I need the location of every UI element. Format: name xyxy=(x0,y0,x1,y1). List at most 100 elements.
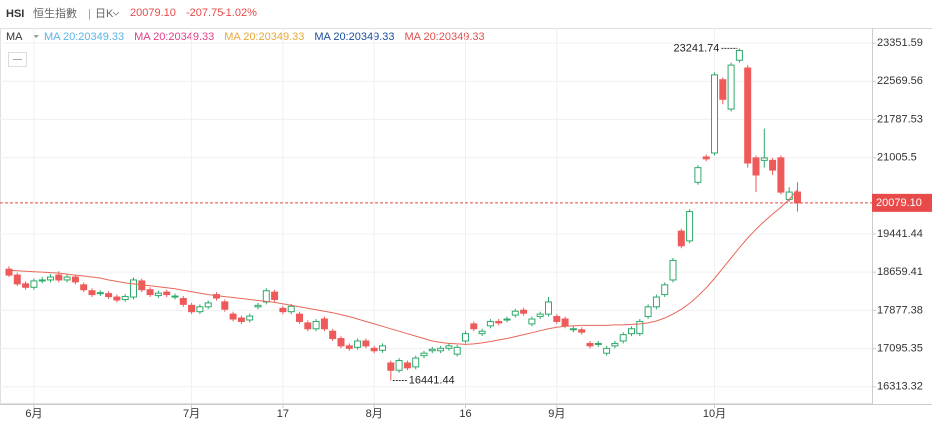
legend-title[interactable]: MA xyxy=(6,31,23,43)
candle-body xyxy=(628,328,635,335)
candle-body xyxy=(636,320,644,335)
candle-body xyxy=(545,301,552,315)
separator: | xyxy=(88,8,91,20)
candle-body xyxy=(121,296,129,300)
legend-entry: MA 20:20349.33 xyxy=(314,31,394,43)
candle-body xyxy=(38,279,46,282)
candle-body xyxy=(528,318,536,325)
candle-body xyxy=(362,340,370,347)
candle-body xyxy=(495,320,503,324)
ma-line xyxy=(8,189,798,345)
candle-body xyxy=(22,283,30,288)
period-dropdown[interactable] xyxy=(112,11,120,16)
candle-body xyxy=(520,309,528,314)
candle-body xyxy=(387,362,395,371)
candle-body xyxy=(237,317,245,322)
candle-body xyxy=(196,306,204,313)
candle-body xyxy=(702,156,710,160)
legend-entry: MA 20:20349.33 xyxy=(44,31,124,43)
candle-body xyxy=(569,328,577,331)
candle-body xyxy=(320,318,328,330)
candle-body xyxy=(354,340,362,348)
candle-body xyxy=(719,79,727,100)
candle-body xyxy=(785,191,793,200)
candle-body xyxy=(478,330,486,335)
candle-body xyxy=(55,274,63,281)
candle-body xyxy=(462,333,469,342)
period[interactable]: 日K xyxy=(95,8,114,20)
y-tick-label: 22569.56 xyxy=(877,75,923,87)
y-tick-label: 21787.53 xyxy=(877,113,923,125)
candle-body xyxy=(279,307,287,313)
candle-body xyxy=(287,305,295,313)
header-bar xyxy=(0,0,932,28)
candle-body xyxy=(262,290,270,303)
current-price-label: 20079.10 xyxy=(876,197,922,209)
candle-body xyxy=(586,342,594,347)
candle-body xyxy=(611,342,619,347)
candle-body xyxy=(503,318,511,321)
candle-body xyxy=(379,345,386,351)
y-tick-label: 18659.41 xyxy=(877,266,923,278)
candle-body xyxy=(71,276,79,283)
candle-body xyxy=(345,345,353,349)
candle-body xyxy=(769,159,777,171)
candle-body xyxy=(204,302,212,308)
candle-body xyxy=(296,313,303,322)
candle-body xyxy=(578,329,586,333)
legend-entry: MA 20:20349.33 xyxy=(134,31,214,43)
candle-body xyxy=(661,284,669,296)
candle-body xyxy=(677,230,685,247)
candle-body xyxy=(777,157,785,193)
candle-body xyxy=(130,279,137,298)
candle-body xyxy=(744,67,752,164)
candle-body xyxy=(428,348,436,352)
candle-body xyxy=(271,291,279,300)
candle-body xyxy=(5,268,13,276)
legend-entry: MA 20:20349.33 xyxy=(405,31,485,43)
candle-body xyxy=(403,362,411,369)
x-tick-label: 17 xyxy=(277,408,289,420)
candle-body xyxy=(304,322,312,330)
quote-price: 20079.10 xyxy=(130,7,176,19)
candle-body xyxy=(63,276,71,281)
x-tick-label: 6月 xyxy=(25,408,42,420)
legend-dropdown[interactable] xyxy=(33,35,39,38)
candle-body xyxy=(711,74,718,154)
candle-body xyxy=(686,211,694,242)
quote-change-pct: -1.02% xyxy=(222,7,257,19)
candle-body xyxy=(437,347,445,352)
candle-body xyxy=(794,191,801,204)
annotation-label: 23241.74 xyxy=(674,42,720,54)
candle-body xyxy=(553,316,561,322)
legend-entry: MA 20:20349.33 xyxy=(224,31,304,43)
candle-body xyxy=(163,291,171,296)
x-tick-label: 8月 xyxy=(366,408,383,420)
candle-body xyxy=(47,276,54,281)
candle-body xyxy=(669,259,677,281)
candle-body xyxy=(221,301,229,310)
current-price-box xyxy=(872,193,932,212)
candle-body xyxy=(561,318,569,327)
candle-body xyxy=(96,292,104,295)
candle-body xyxy=(80,284,88,291)
y-tick-label: 21005.5 xyxy=(877,152,917,164)
x-tick-label: 16 xyxy=(459,408,471,420)
symbol[interactable]: HSI xyxy=(6,8,24,20)
candle-body xyxy=(486,320,494,327)
candle-body xyxy=(395,360,403,371)
candle-body xyxy=(312,320,320,330)
candle-body xyxy=(229,313,237,320)
candle-body xyxy=(88,290,96,296)
y-tick-label: 17095.35 xyxy=(877,342,923,354)
index-name[interactable]: 恒生指數 xyxy=(33,6,77,20)
candle-body xyxy=(445,345,453,349)
candle-body xyxy=(760,157,768,161)
candle-body xyxy=(727,64,735,110)
candle-body xyxy=(412,357,420,368)
candle-body xyxy=(329,330,337,340)
candle-body xyxy=(246,315,254,321)
quote-change: -207.75 xyxy=(186,7,223,19)
candle-body xyxy=(337,338,345,347)
